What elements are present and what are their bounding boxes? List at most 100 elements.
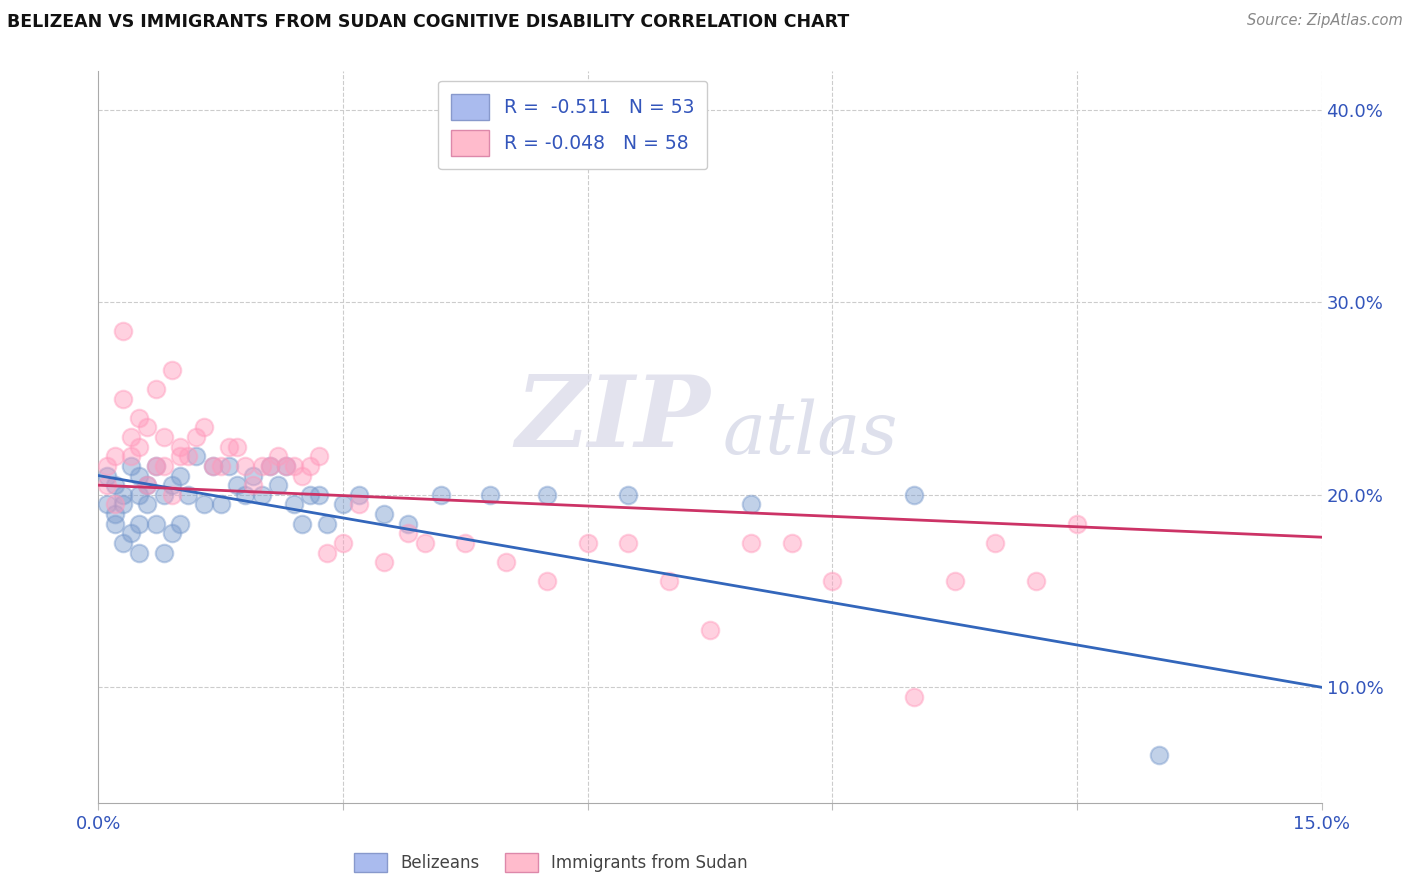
Point bbox=[136, 420, 159, 434]
Point bbox=[274, 458, 297, 473]
Point bbox=[315, 516, 337, 531]
Point bbox=[226, 478, 249, 492]
Point bbox=[160, 362, 183, 376]
Point bbox=[169, 440, 191, 454]
Point bbox=[96, 468, 118, 483]
Point bbox=[454, 536, 477, 550]
Text: Source: ZipAtlas.com: Source: ZipAtlas.com bbox=[1247, 13, 1403, 29]
Point bbox=[193, 498, 215, 512]
Point bbox=[152, 458, 174, 473]
Point bbox=[160, 478, 183, 492]
Point bbox=[96, 458, 118, 473]
Point bbox=[332, 498, 354, 512]
Point bbox=[145, 516, 167, 531]
Point bbox=[145, 382, 167, 396]
Point bbox=[308, 450, 330, 464]
Point bbox=[128, 516, 150, 531]
Point bbox=[111, 498, 134, 512]
Point bbox=[250, 488, 273, 502]
Point bbox=[536, 574, 558, 589]
Point bbox=[396, 526, 419, 541]
Point bbox=[291, 516, 314, 531]
Point bbox=[120, 450, 142, 464]
Point bbox=[740, 536, 762, 550]
Point bbox=[160, 488, 183, 502]
Point bbox=[226, 440, 249, 454]
Point bbox=[209, 498, 232, 512]
Point bbox=[104, 478, 127, 492]
Point bbox=[478, 488, 501, 502]
Point bbox=[152, 545, 174, 559]
Point bbox=[169, 468, 191, 483]
Point bbox=[274, 458, 297, 473]
Point bbox=[903, 488, 925, 502]
Point bbox=[128, 468, 150, 483]
Point bbox=[111, 392, 134, 406]
Point bbox=[299, 488, 322, 502]
Point bbox=[373, 555, 395, 569]
Point bbox=[218, 458, 240, 473]
Point bbox=[658, 574, 681, 589]
Point bbox=[186, 430, 208, 444]
Point bbox=[177, 450, 200, 464]
Point bbox=[104, 507, 127, 521]
Point bbox=[145, 458, 167, 473]
Point bbox=[1147, 747, 1170, 762]
Point bbox=[903, 690, 925, 704]
Point bbox=[136, 498, 159, 512]
Point bbox=[349, 498, 371, 512]
Point bbox=[396, 516, 419, 531]
Point bbox=[120, 458, 142, 473]
Point bbox=[283, 458, 305, 473]
Point bbox=[111, 536, 134, 550]
Point bbox=[233, 458, 256, 473]
Point bbox=[233, 488, 256, 502]
Point bbox=[413, 536, 436, 550]
Point bbox=[104, 498, 127, 512]
Point bbox=[308, 488, 330, 502]
Point bbox=[349, 488, 371, 502]
Point bbox=[283, 498, 305, 512]
Point bbox=[152, 430, 174, 444]
Point bbox=[128, 440, 150, 454]
Point bbox=[291, 468, 314, 483]
Point bbox=[332, 536, 354, 550]
Point bbox=[617, 536, 640, 550]
Point bbox=[315, 545, 337, 559]
Text: BELIZEAN VS IMMIGRANTS FROM SUDAN COGNITIVE DISABILITY CORRELATION CHART: BELIZEAN VS IMMIGRANTS FROM SUDAN COGNIT… bbox=[7, 13, 849, 31]
Point bbox=[160, 526, 183, 541]
Point bbox=[242, 478, 264, 492]
Point bbox=[536, 488, 558, 502]
Point bbox=[111, 488, 134, 502]
Point bbox=[299, 458, 322, 473]
Point bbox=[169, 450, 191, 464]
Point bbox=[201, 458, 224, 473]
Point bbox=[201, 458, 224, 473]
Point bbox=[104, 450, 127, 464]
Point bbox=[120, 526, 142, 541]
Point bbox=[267, 478, 290, 492]
Point bbox=[495, 555, 517, 569]
Point bbox=[136, 478, 159, 492]
Point bbox=[145, 458, 167, 473]
Point bbox=[218, 440, 240, 454]
Point bbox=[242, 468, 264, 483]
Point bbox=[267, 450, 290, 464]
Point bbox=[128, 545, 150, 559]
Point bbox=[186, 450, 208, 464]
Point bbox=[128, 488, 150, 502]
Point bbox=[209, 458, 232, 473]
Point bbox=[1066, 516, 1088, 531]
Point bbox=[128, 410, 150, 425]
Point bbox=[576, 536, 599, 550]
Point bbox=[430, 488, 453, 502]
Point bbox=[259, 458, 281, 473]
Point bbox=[193, 420, 215, 434]
Text: ZIP: ZIP bbox=[515, 370, 710, 467]
Point bbox=[120, 430, 142, 444]
Point bbox=[1025, 574, 1047, 589]
Point bbox=[104, 516, 127, 531]
Text: atlas: atlas bbox=[723, 398, 898, 468]
Point bbox=[740, 498, 762, 512]
Point bbox=[984, 536, 1007, 550]
